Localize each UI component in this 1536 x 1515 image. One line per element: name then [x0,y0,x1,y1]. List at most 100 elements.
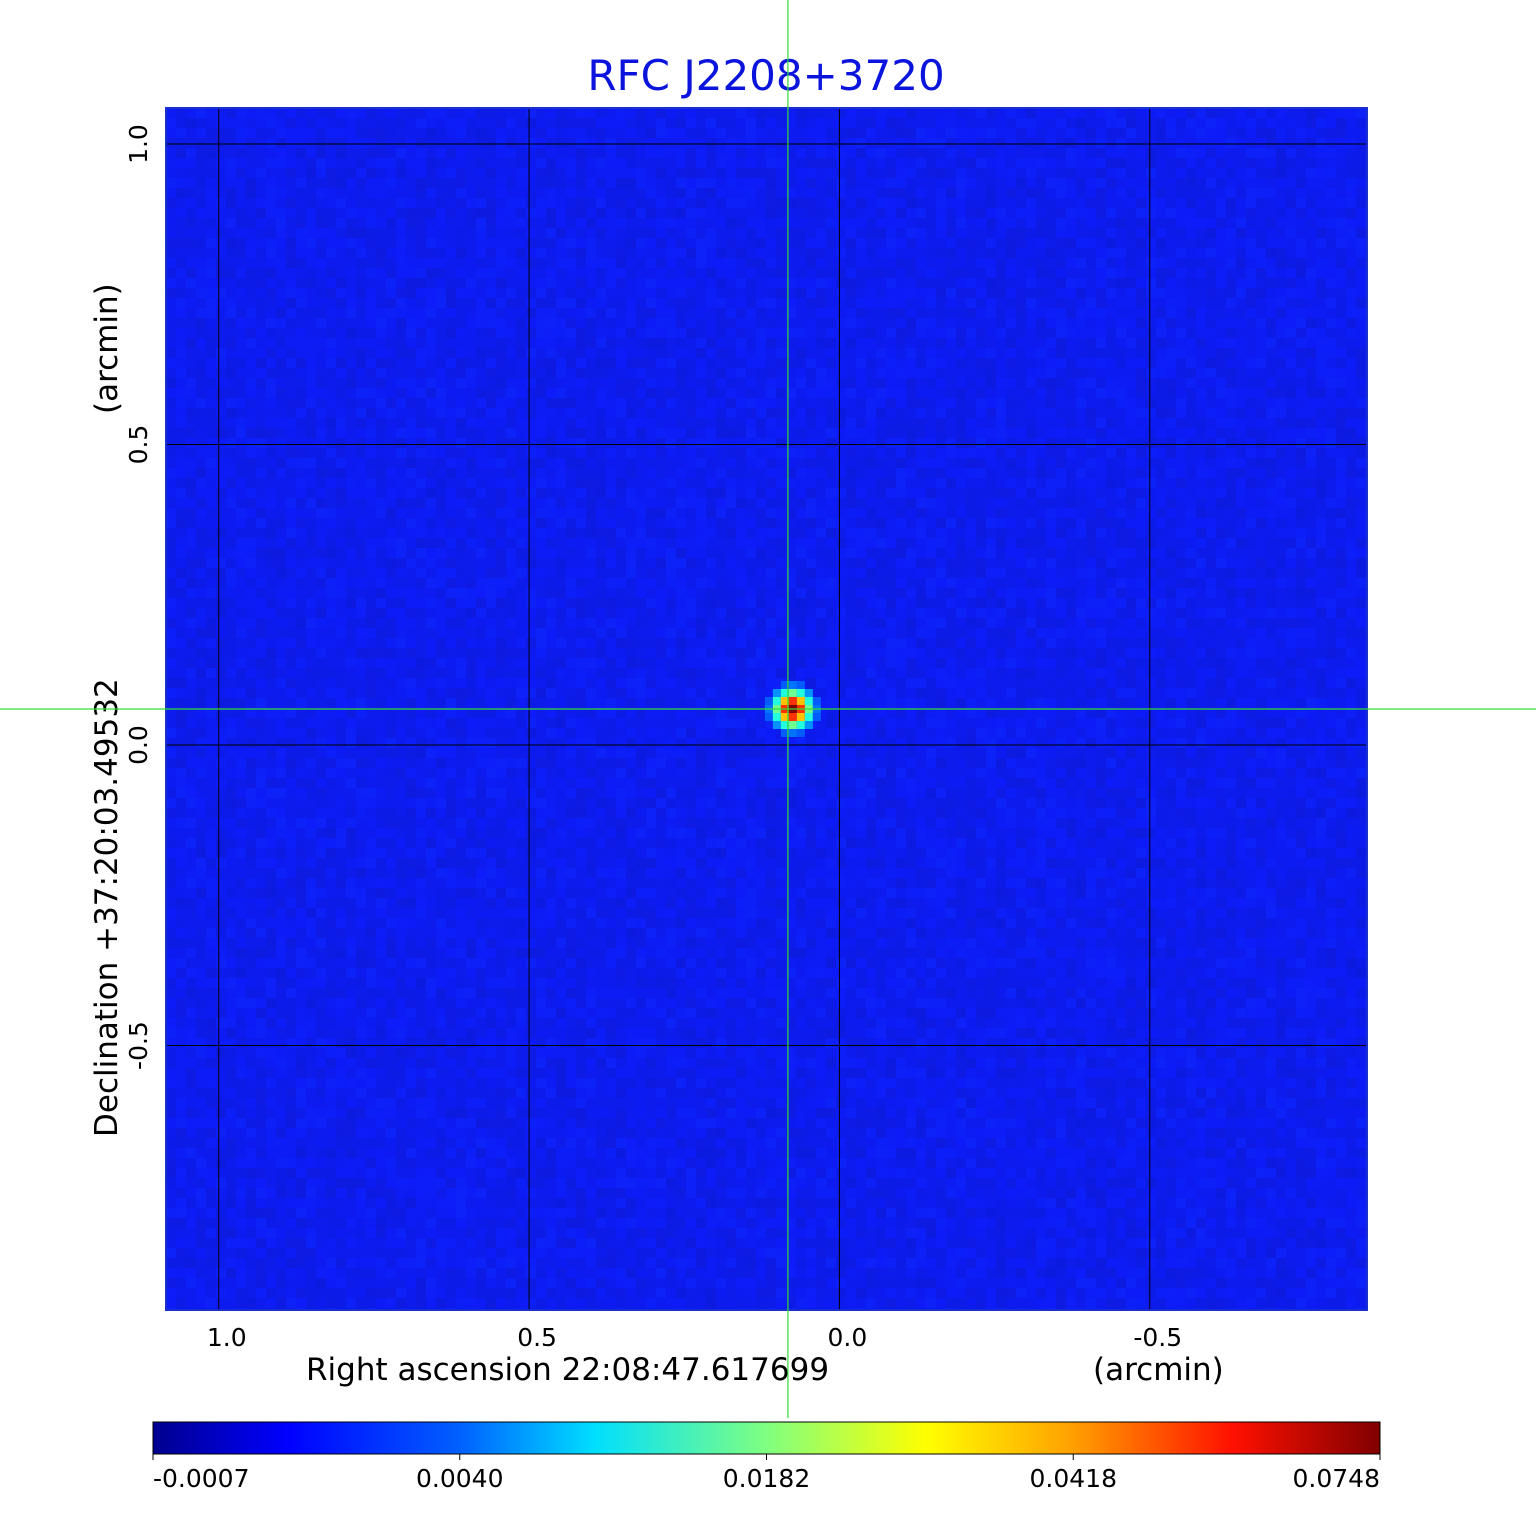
noise-pixel [1006,418,1016,428]
noise-pixel [1326,118,1336,128]
noise-pixel [566,298,576,308]
noise-pixel [486,368,496,378]
noise-pixel [536,488,546,498]
noise-pixel [1096,308,1106,318]
noise-pixel [836,408,846,418]
noise-pixel [1256,508,1266,518]
noise-pixel [776,448,786,458]
noise-pixel [1016,398,1026,408]
noise-pixel [186,238,196,248]
noise-pixel [336,338,346,348]
noise-pixel [796,458,806,468]
noise-pixel [516,268,526,278]
noise-pixel [706,128,716,138]
noise-pixel [766,348,776,358]
noise-pixel [1326,248,1336,258]
noise-pixel [1356,238,1366,248]
noise-pixel [936,228,946,238]
noise-pixel [376,298,386,308]
noise-pixel [166,358,176,368]
noise-pixel [646,198,656,208]
noise-pixel [796,238,806,248]
noise-pixel [566,468,576,478]
noise-pixel [896,338,906,348]
noise-pixel [926,428,936,438]
noise-pixel [446,508,456,518]
noise-pixel [286,268,296,278]
noise-pixel [486,518,496,528]
noise-pixel [696,448,706,458]
noise-pixel [1306,258,1316,268]
noise-pixel [1296,408,1306,418]
noise-pixel [1326,448,1336,458]
noise-pixel [686,188,696,198]
noise-pixel [1356,208,1366,218]
noise-pixel [1136,438,1146,448]
noise-pixel [296,518,306,528]
noise-pixel [466,108,476,118]
noise-pixel [1286,328,1296,338]
noise-pixel [596,478,606,488]
noise-pixel [466,428,476,438]
noise-pixel [996,348,1006,358]
noise-pixel [1266,348,1276,358]
noise-pixel [566,278,576,288]
noise-pixel [666,118,676,128]
noise-pixel [236,228,246,238]
noise-pixel [996,438,1006,448]
noise-pixel [1296,198,1306,208]
noise-pixel [1116,358,1126,368]
noise-pixel [556,298,566,308]
noise-pixel [496,378,506,388]
noise-pixel [1096,248,1106,258]
noise-pixel [546,148,556,158]
noise-pixel [356,188,366,198]
noise-pixel [1046,358,1056,368]
noise-pixel [1116,378,1126,388]
noise-pixel [346,478,356,488]
noise-pixel [826,398,836,408]
noise-pixel [386,358,396,368]
noise-pixel [546,418,556,428]
noise-pixel [1276,228,1286,238]
noise-pixel [1346,318,1356,328]
noise-pixel [356,508,366,518]
noise-pixel [1326,318,1336,328]
noise-pixel [1266,498,1276,508]
noise-pixel [586,458,596,468]
noise-pixel [656,498,666,508]
noise-pixel [1226,158,1236,168]
noise-pixel [1106,428,1116,438]
noise-pixel [1246,318,1256,328]
noise-pixel [896,378,906,388]
noise-pixel [756,428,766,438]
noise-pixel [456,428,466,438]
noise-pixel [736,268,746,278]
noise-pixel [926,258,936,268]
noise-pixel [1306,278,1316,288]
noise-pixel [806,358,816,368]
noise-pixel [1096,498,1106,508]
noise-pixel [1266,488,1276,498]
noise-pixel [1186,488,1196,498]
noise-pixel [906,338,916,348]
noise-pixel [746,458,756,468]
noise-pixel [756,288,766,298]
noise-pixel [316,498,326,508]
noise-pixel [286,278,296,288]
noise-pixel [1136,468,1146,478]
noise-pixel [586,508,596,518]
noise-pixel [1206,258,1216,268]
noise-pixel [1196,398,1206,408]
noise-pixel [486,308,496,318]
noise-pixel [696,378,706,388]
noise-pixel [1196,478,1206,488]
noise-pixel [676,158,686,168]
noise-pixel [506,408,516,418]
noise-pixel [646,178,656,188]
noise-pixel [726,468,736,478]
noise-pixel [576,298,586,308]
noise-pixel [306,138,316,148]
noise-pixel [836,228,846,238]
